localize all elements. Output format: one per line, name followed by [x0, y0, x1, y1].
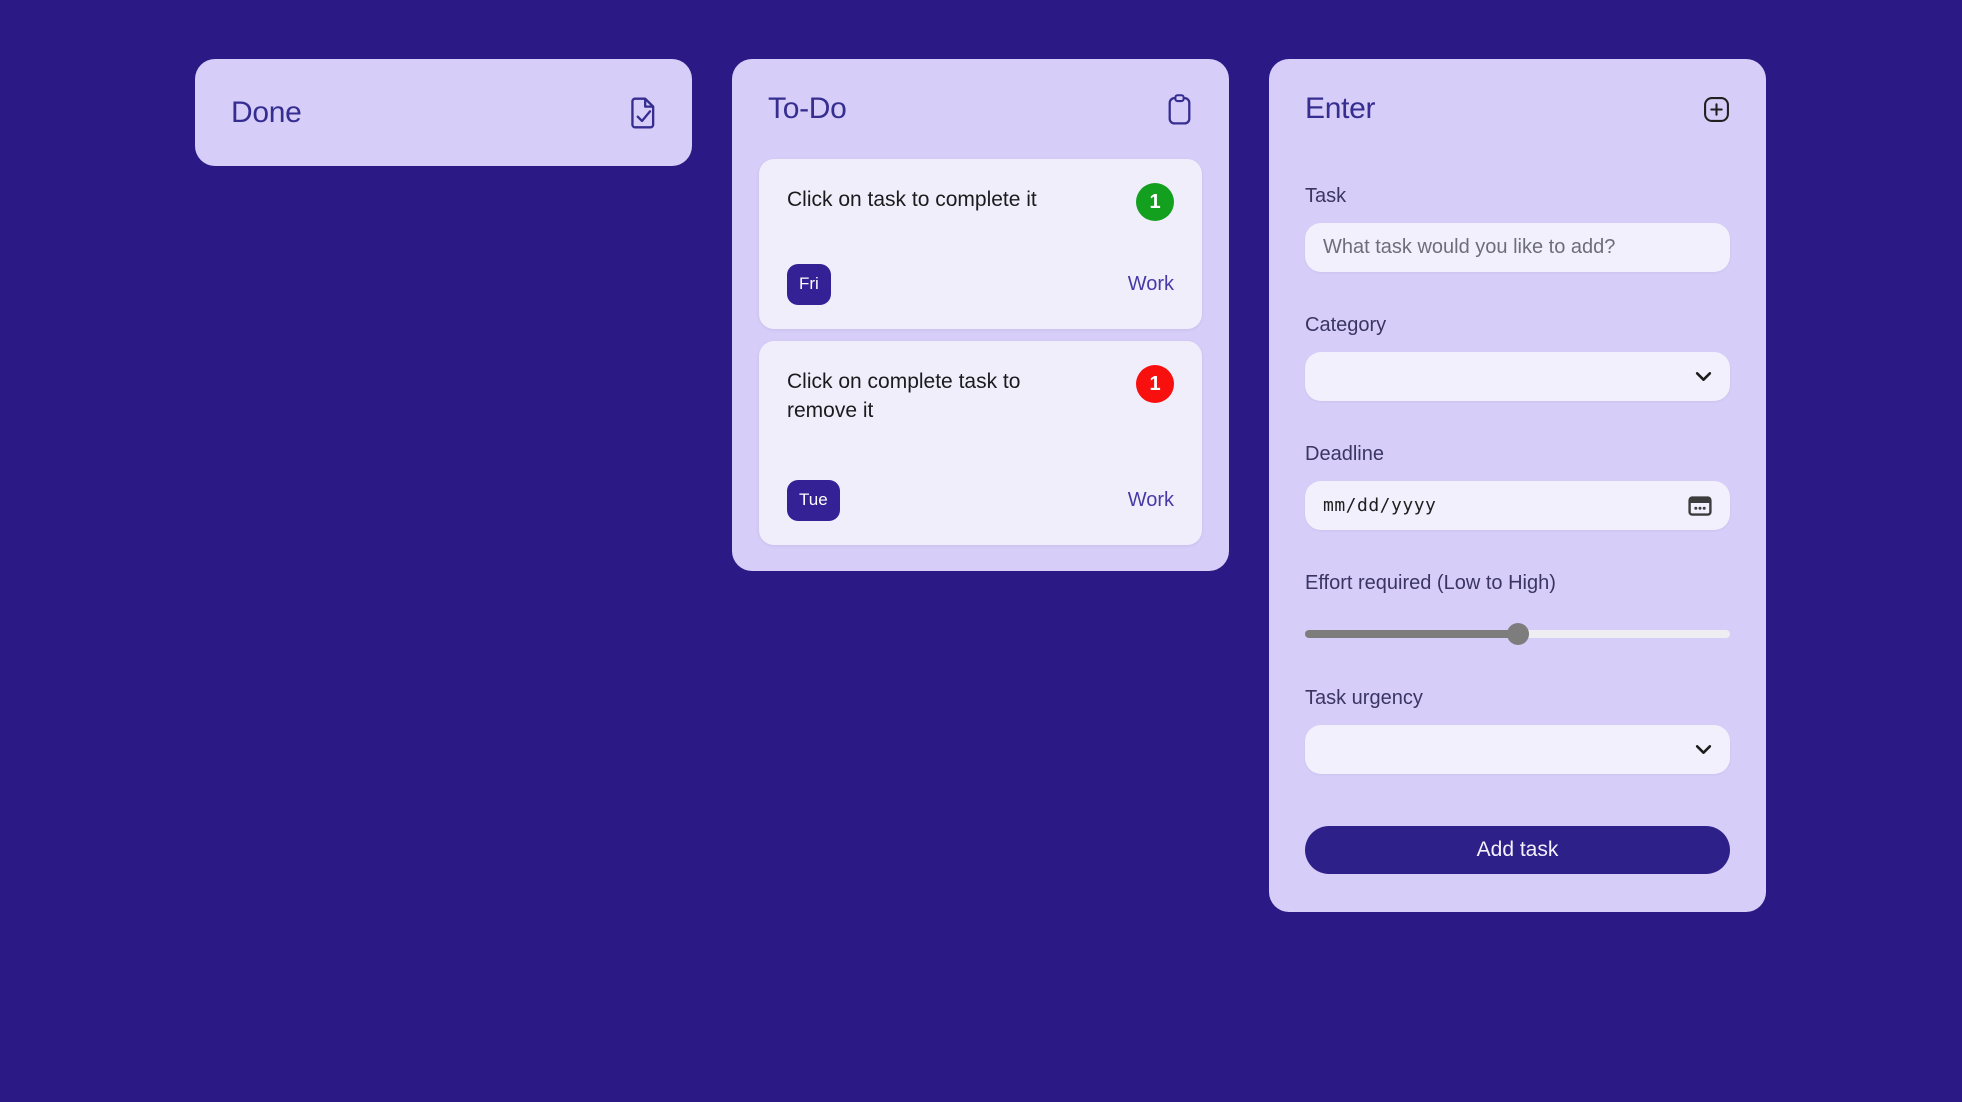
task-category-label: Work	[1127, 273, 1174, 296]
category-field-label: Category	[1305, 314, 1387, 336]
task-card-top-row: Click on complete task to remove it 1	[787, 365, 1174, 426]
urgency-field-label: Task urgency	[1305, 687, 1423, 709]
task-field-group: Task	[1305, 185, 1730, 272]
category-field-group: Category	[1305, 314, 1730, 401]
deadline-field-group: Deadline mm/dd/yyyy	[1305, 443, 1730, 530]
task-field-label: Task	[1305, 185, 1347, 207]
add-task-form: Task Category Deadline mm/dd/yyyy	[1269, 185, 1766, 912]
task-board: Done To-Do Click o	[195, 59, 1766, 912]
deadline-date-input[interactable]: mm/dd/yyyy	[1305, 481, 1730, 530]
effort-field-group: Effort required (Low to High)	[1305, 572, 1730, 645]
task-title: Click on complete task to remove it	[787, 370, 1021, 423]
enter-column-title: Enter	[1305, 92, 1376, 125]
task-count-badge[interactable]: 1	[1136, 365, 1174, 403]
urgency-field-group: Task urgency	[1305, 687, 1730, 774]
enter-column-header: Enter	[1269, 59, 1766, 159]
chevron-down-icon	[1695, 371, 1712, 382]
effort-slider-wrap	[1305, 623, 1730, 645]
task-day-chip: Fri	[787, 264, 831, 305]
task-category-label: Work	[1127, 489, 1174, 512]
task-card-top-row: Click on task to complete it 1	[787, 183, 1174, 221]
urgency-select[interactable]	[1305, 725, 1730, 774]
task-card[interactable]: Click on complete task to remove it 1 Tu…	[759, 341, 1202, 545]
file-check-icon	[628, 96, 656, 130]
todo-column-title: To-Do	[768, 92, 847, 125]
task-input[interactable]	[1305, 223, 1730, 272]
chevron-down-icon	[1695, 744, 1712, 755]
category-select[interactable]	[1305, 352, 1730, 401]
task-count-badge[interactable]: 1	[1136, 183, 1174, 221]
done-column: Done	[195, 59, 692, 166]
todo-task-list: Click on task to complete it 1 Fri Work …	[732, 159, 1229, 571]
add-task-button[interactable]: Add task	[1305, 826, 1730, 874]
task-card-bottom-row: Fri Work	[787, 264, 1174, 305]
done-column-title: Done	[231, 95, 302, 129]
deadline-placeholder: mm/dd/yyyy	[1323, 495, 1437, 516]
task-card[interactable]: Click on task to complete it 1 Fri Work	[759, 159, 1202, 329]
task-card-bottom-row: Tue Work	[787, 480, 1174, 521]
effort-field-label: Effort required (Low to High)	[1305, 572, 1556, 594]
task-day-chip: Tue	[787, 480, 840, 521]
calendar-icon[interactable]	[1688, 495, 1712, 517]
clipboard-icon	[1166, 93, 1193, 126]
todo-column-header: To-Do	[732, 59, 1229, 159]
todo-column: To-Do Click on task to complete it 1 Fri…	[732, 59, 1229, 571]
square-plus-icon[interactable]	[1703, 96, 1730, 123]
deadline-field-label: Deadline	[1305, 443, 1384, 465]
done-column-header: Done	[195, 59, 692, 166]
task-title: Click on task to complete it	[787, 188, 1037, 211]
enter-column: Enter Task Category	[1269, 59, 1766, 912]
effort-slider[interactable]	[1305, 630, 1730, 638]
